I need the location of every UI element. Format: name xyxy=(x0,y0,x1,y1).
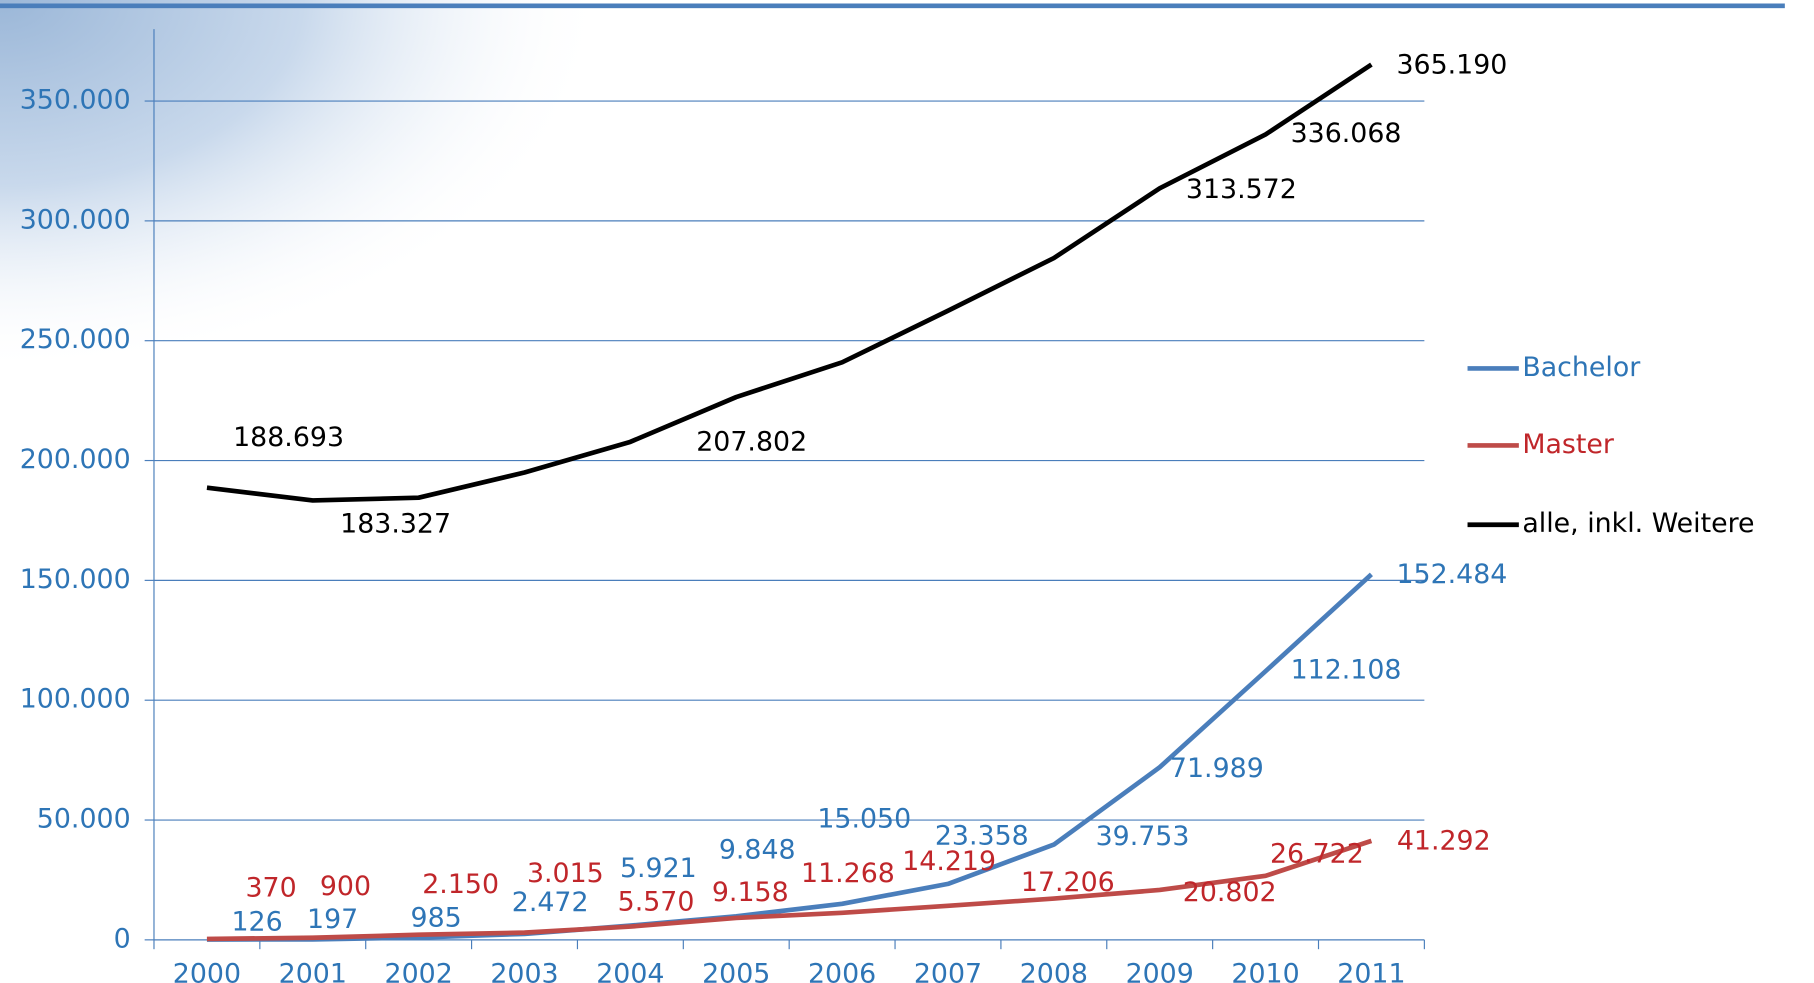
x-tick-label: 2006 xyxy=(808,958,876,983)
data-label: 14.219 xyxy=(902,846,996,877)
y-tick-label: 100.000 xyxy=(20,684,131,715)
series-line xyxy=(206,838,1373,942)
x-tick-label: 2009 xyxy=(1126,958,1194,983)
data-label: 313.572 xyxy=(1186,174,1297,205)
background-gradient xyxy=(0,0,654,385)
x-tick-label: 2004 xyxy=(596,958,664,983)
data-label: 365.190 xyxy=(1396,49,1507,80)
data-label: 5.570 xyxy=(618,887,695,918)
data-label: 112.108 xyxy=(1291,655,1402,686)
data-label: 900 xyxy=(320,871,371,902)
data-label: 126 xyxy=(231,907,282,938)
data-label: 336.068 xyxy=(1291,118,1402,149)
data-label: 2.150 xyxy=(422,869,499,900)
y-tick-label: 50.000 xyxy=(37,804,131,835)
data-label: 183.327 xyxy=(340,508,451,539)
series-line xyxy=(206,572,1373,942)
x-tick-label: 2007 xyxy=(914,958,982,983)
legend-label: Master xyxy=(1522,429,1615,460)
series-line xyxy=(206,62,1373,503)
x-tick-label: 2000 xyxy=(173,958,241,983)
data-label: 41.292 xyxy=(1397,826,1491,857)
x-tick-label: 2002 xyxy=(385,958,453,983)
data-label: 15.050 xyxy=(817,803,911,834)
data-label: 2.472 xyxy=(512,887,589,918)
data-label: 71.989 xyxy=(1170,753,1264,784)
y-tick-label: 150.000 xyxy=(20,564,131,595)
x-tick-label: 2008 xyxy=(1020,958,1088,983)
data-label: 20.802 xyxy=(1183,877,1277,908)
data-label: 197 xyxy=(307,904,358,935)
y-tick-label: 200.000 xyxy=(20,444,131,475)
data-label: 11.268 xyxy=(801,858,895,889)
data-label: 9.848 xyxy=(719,834,796,865)
data-label: 5.921 xyxy=(620,853,697,884)
y-tick-label: 350.000 xyxy=(20,85,131,116)
data-label: 23.358 xyxy=(935,821,1029,852)
x-tick-label: 2011 xyxy=(1337,958,1405,983)
x-tick-label: 2010 xyxy=(1231,958,1299,983)
y-tick-label: 300.000 xyxy=(20,204,131,235)
data-label: 188.693 xyxy=(233,422,344,453)
legend-label: Bachelor xyxy=(1522,352,1641,383)
data-label: 17.206 xyxy=(1021,867,1115,898)
legend-label: alle, inkl. Weitere xyxy=(1522,508,1754,539)
data-label: 985 xyxy=(411,902,462,933)
data-label: 370 xyxy=(245,872,296,903)
data-label: 26.722 xyxy=(1270,838,1364,869)
data-label: 39.753 xyxy=(1096,821,1190,852)
y-tick-label: 250.000 xyxy=(20,324,131,355)
x-tick-label: 2005 xyxy=(702,958,770,983)
x-tick-label: 2001 xyxy=(279,958,347,983)
x-tick-label: 2003 xyxy=(490,958,558,983)
top-border xyxy=(0,3,1785,9)
y-tick-label: 0 xyxy=(114,923,131,954)
data-label: 9.158 xyxy=(712,877,789,908)
data-label: 3.015 xyxy=(527,858,604,889)
data-label: 152.484 xyxy=(1396,559,1507,590)
data-label: 207.802 xyxy=(696,427,807,458)
